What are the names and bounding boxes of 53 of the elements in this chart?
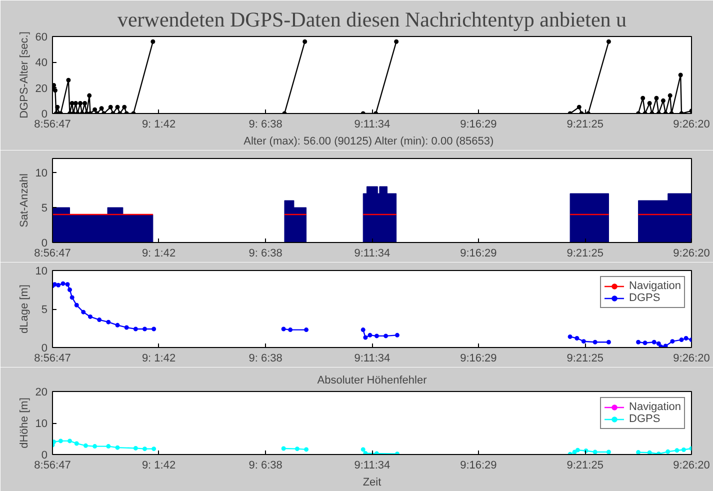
x-tick-label: 9: 6:38 — [248, 460, 282, 472]
x-tick-label: 9:11:34 — [354, 118, 390, 130]
y-tick-label: 20 — [35, 386, 48, 398]
x-tick-label: 9:21:25 — [566, 118, 604, 130]
x-tick-label: 9:11:34 — [354, 248, 390, 260]
y-tick-label: 10 — [35, 168, 48, 180]
x-tick-label: 9:16:29 — [460, 352, 497, 364]
x-axis-title: Alter (max): 56.00 (90125) Alter (min): 0.00 (85653) — [244, 136, 494, 148]
x-tick-label: 9: 6:38 — [248, 248, 282, 260]
chart-title: Absoluter Höhenfehler — [317, 374, 428, 386]
y-tick-label: 10 — [35, 266, 48, 278]
x-tick-label: 9: 1:42 — [142, 118, 176, 130]
legend-label: DGPS — [629, 413, 660, 425]
x-tick-label: 8:56:47 — [34, 248, 71, 260]
x-tick-label: 9: 1:42 — [142, 352, 176, 364]
x-tick-label: 9:16:29 — [460, 460, 497, 472]
x-tick-label: 9:26:20 — [673, 460, 710, 472]
legend-label: Navigation — [629, 280, 681, 292]
y-tick-label: 10 — [35, 418, 48, 430]
y-tick-label: 5 — [41, 304, 48, 316]
x-tick-label: 9: 6:38 — [248, 118, 282, 130]
x-tick-label: 8:56:47 — [34, 460, 71, 472]
x-tick-label: 9:16:29 — [460, 118, 497, 130]
y-tick-label: 40 — [35, 57, 48, 70]
y-tick-label: 60 — [35, 32, 48, 44]
x-tick-label: 9:11:34 — [354, 352, 390, 364]
chart-title: verwendeten DGPS-Daten diesen Nachrichtentyp anbieten u — [117, 8, 628, 32]
legend-label: Navigation — [629, 401, 681, 413]
x-tick-label: 9: 6:38 — [248, 352, 282, 364]
x-tick-label: 9:21:25 — [566, 248, 604, 260]
x-tick-label: 9: 1:42 — [142, 248, 176, 260]
y-axis-title: dLage [m] — [18, 284, 30, 334]
x-tick-label: 8:56:47 — [34, 118, 71, 130]
x-tick-label: 9:21:25 — [566, 352, 604, 364]
x-tick-label: 9:26:20 — [673, 118, 710, 130]
y-axis-title: DGPS-Alter [sec.] — [18, 32, 30, 118]
x-tick-label: 8:56:47 — [34, 352, 71, 364]
y-axis-title: Sat-Anzahl — [18, 174, 30, 228]
legend-label: DGPS — [629, 292, 660, 304]
y-tick-label: 0 — [41, 450, 48, 462]
y-axis-title: dHöhe [m] — [18, 398, 30, 448]
x-axis-title: Zeit — [362, 476, 382, 488]
y-tick-label: 0 — [41, 108, 48, 120]
y-tick-label: 0 — [41, 342, 48, 354]
x-tick-label: 9: 1:42 — [142, 460, 176, 472]
x-tick-label: 9:26:20 — [673, 352, 710, 364]
x-tick-label: 9:16:29 — [460, 248, 497, 260]
x-tick-label: 9:26:20 — [673, 248, 710, 260]
x-tick-label: 9:21:25 — [566, 460, 604, 472]
x-tick-label: 9:11:34 — [354, 460, 390, 472]
y-tick-label: 0 — [41, 238, 48, 250]
y-tick-label: 20 — [35, 82, 48, 95]
y-tick-label: 5 — [41, 202, 48, 214]
